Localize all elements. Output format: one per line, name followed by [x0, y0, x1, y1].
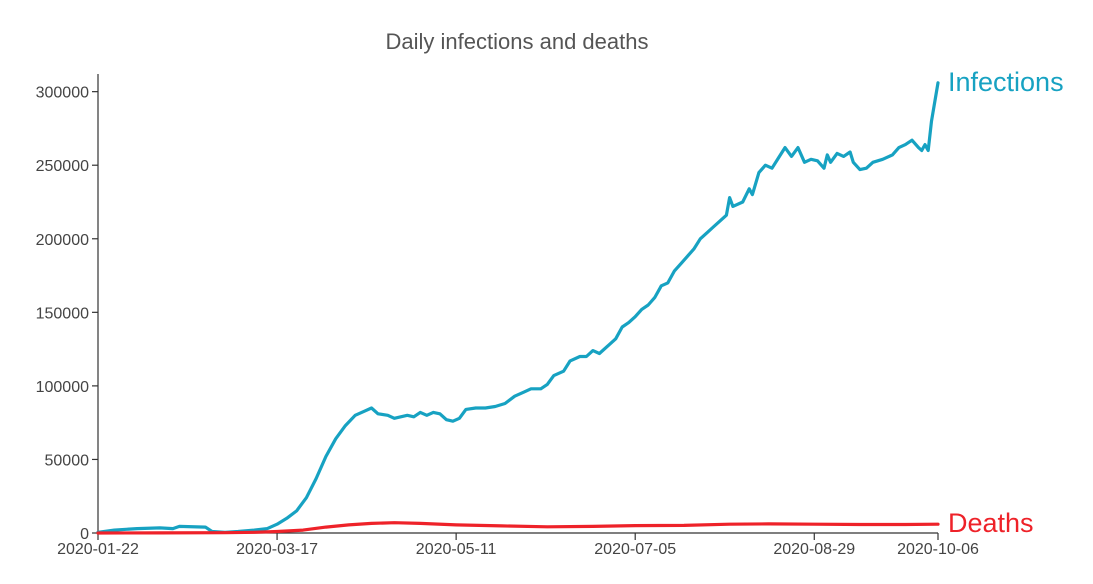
- y-tick-label: 300000: [36, 85, 89, 102]
- series-label-infections: Infections: [948, 67, 1064, 97]
- y-tick-label: 250000: [36, 158, 89, 175]
- series-line-infections: [96, 81, 940, 534]
- chart-title: Daily infections and deaths: [386, 29, 649, 54]
- y-tick-label: 50000: [45, 452, 90, 469]
- x-tick-label: 2020-03-17: [236, 541, 318, 558]
- x-tick-label: 2020-10-06: [897, 541, 979, 558]
- x-tick-label: 2020-07-05: [594, 541, 676, 558]
- series-line-deaths: [96, 521, 940, 535]
- series-label-deaths: Deaths: [948, 508, 1034, 538]
- y-axis: 0 50000 100000 150000 200000 250000 300000: [36, 74, 99, 543]
- x-tick-label: 2020-05-11: [416, 541, 497, 558]
- y-tick-label: 200000: [36, 232, 89, 249]
- x-tick-label: 2020-08-29: [773, 541, 855, 558]
- y-tick-label: 150000: [36, 305, 89, 322]
- y-tick-label: 0: [80, 526, 89, 543]
- series-labels: Infections Deaths: [948, 67, 1064, 538]
- x-axis: 2020-01-22 2020-03-17 2020-05-11 2020-07-05…: [57, 532, 979, 558]
- y-tick-label: 100000: [36, 379, 89, 396]
- x-tick-label: 2020-01-22: [57, 541, 139, 558]
- series-lines: [96, 81, 940, 535]
